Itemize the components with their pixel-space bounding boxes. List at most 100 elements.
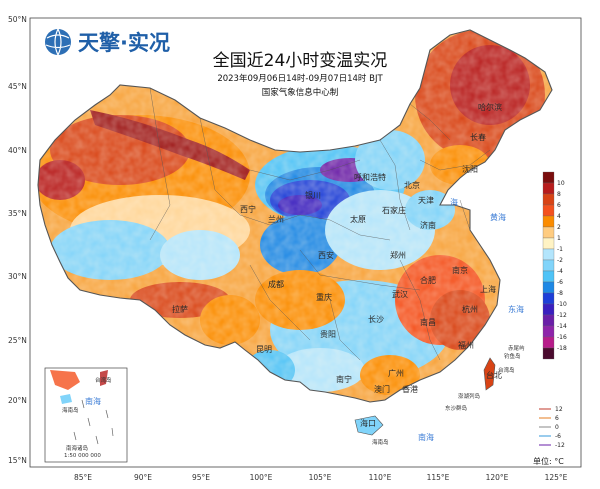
contour-label: -6 [555, 433, 561, 440]
city-label: 哈尔滨 [478, 102, 502, 112]
lat-label: 25°N [8, 336, 27, 345]
lon-label: 85°E [74, 473, 92, 482]
map-producer: 国家气象信息中心制 [262, 87, 339, 98]
city-label: 成都 [268, 279, 284, 289]
sea-label: 东海 [508, 304, 524, 314]
city-label: 澳门 [374, 384, 390, 394]
city-label: 银川 [305, 190, 321, 200]
colorbar-swatch [542, 248, 555, 261]
city-label: 石家庄 [382, 205, 406, 215]
city-label: 杭州 [462, 304, 478, 314]
city-label: 北京 [404, 180, 420, 190]
city-label: 贵阳 [320, 329, 336, 339]
contour-label: 12 [555, 406, 563, 413]
city-label: 兰州 [268, 214, 284, 224]
colorbar-swatch [542, 303, 555, 316]
island-label: 赤尾屿 [508, 344, 525, 352]
sea-label: 南海 [418, 432, 434, 442]
colorbar-swatch [542, 237, 555, 250]
colorbar-swatch [542, 336, 555, 349]
city-label: 海口 [360, 418, 376, 428]
inset-scale: 1:50 000 000 [64, 453, 101, 459]
city-label: 台北 [486, 370, 502, 380]
brand-name: 天擎·实况 [78, 31, 170, 55]
contour-label: 6 [555, 415, 559, 422]
city-label: 西安 [318, 250, 334, 260]
colorbar-tick-label: 6 [557, 202, 561, 209]
colorbar-tick-label: -6 [557, 279, 563, 286]
colorbar-swatch [542, 193, 555, 206]
longitude-labels: 85°E 90°E 95°E 100°E 105°E 110°E 115°E 1… [74, 473, 568, 482]
colorbar-swatch [542, 182, 555, 195]
city-label: 长沙 [368, 314, 384, 324]
colorbar-tick-label: 4 [557, 213, 561, 220]
colorbar-swatch [542, 204, 555, 217]
contour-legend: 12 6 0 -6 -12 [539, 406, 565, 449]
colorbar-swatch [542, 292, 555, 305]
colorbar-swatch [542, 215, 555, 228]
lat-label: 30°N [8, 272, 27, 281]
city-label: 长春 [470, 132, 486, 142]
city-label: 南京 [452, 265, 468, 275]
colorbar-tick-label: 10 [557, 180, 565, 187]
island-label: 海南岛 [372, 438, 389, 446]
lat-label: 15°N [8, 456, 27, 465]
province-boundaries [149, 87, 491, 361]
lat-label: 40°N [8, 146, 27, 155]
latitude-labels: 50°N 45°N 40°N 35°N 30°N 25°N 20°N 15°N [8, 15, 27, 465]
globe-icon [45, 29, 71, 55]
sea-label: 黄海 [490, 212, 506, 222]
island-label: 东沙群岛 [445, 404, 468, 412]
city-label: 呼和浩特 [354, 172, 386, 182]
map-title: 全国近24小时变温实况 [213, 51, 388, 71]
city-label: 重庆 [316, 292, 332, 302]
lon-label: 100°E [250, 473, 273, 482]
colorbar-tick-label: -4 [557, 268, 563, 275]
colorbar-swatch [542, 281, 555, 294]
lon-label: 125°E [545, 473, 568, 482]
inset-label: 海南岛 [62, 406, 79, 414]
city-label: 上海 [480, 284, 496, 294]
lon-label: 115°E [427, 473, 450, 482]
lon-label: 90°E [134, 473, 152, 482]
city-label: 西宁 [240, 204, 256, 214]
colorbar-swatch [542, 325, 555, 338]
city-labels: 哈尔滨 长春 沈阳 北京 天津 石家庄 太原 呼和浩特 济南 郑州 西安 兰州 … [172, 102, 502, 428]
lat-label: 35°N [8, 209, 27, 218]
lon-label: 105°E [309, 473, 332, 482]
contour-label: -12 [555, 442, 565, 449]
colorbar-tick-label: -10 [557, 301, 567, 308]
city-label: 福州 [458, 341, 474, 350]
city-label: 武汉 [392, 289, 408, 299]
colorbar-tick-label: -12 [557, 312, 567, 319]
city-label: 太原 [350, 214, 366, 224]
map-period: 2023年09月06日14时-09月07日14时 BJT [217, 73, 383, 84]
colorbar-tick-label: -16 [557, 334, 567, 341]
south-china-sea-inset: 台湾岛 南海 海南岛 南海诸岛 1:50 000 000 [44, 367, 128, 463]
colorbar-tick-label: 1 [557, 235, 561, 242]
lon-label: 120°E [486, 473, 509, 482]
lon-label: 95°E [192, 473, 210, 482]
sea-label: 海 [450, 197, 458, 207]
city-label: 沈阳 [462, 164, 478, 174]
island-labels: 赤尾屿 钓鱼岛 东沙群岛 澎湖列岛 台湾岛 海南岛 [372, 344, 525, 446]
lat-label: 45°N [8, 82, 27, 91]
colorbar-tick-label: 8 [557, 191, 561, 198]
colorbar-swatch [542, 259, 555, 272]
inset-label: 南海诸岛 [66, 444, 89, 452]
city-label: 济南 [420, 220, 436, 230]
city-label: 天津 [418, 195, 434, 205]
city-label: 拉萨 [172, 304, 188, 314]
city-label: 昆明 [256, 345, 272, 354]
islands [354, 357, 496, 436]
island-label: 台湾岛 [498, 366, 515, 374]
colorbar-tick-label: -14 [557, 323, 567, 330]
sea-labels: 黄海 东海 南海 海 [418, 197, 524, 442]
colorbar-tick-label: -8 [557, 290, 563, 297]
lat-label: 20°N [8, 396, 27, 405]
island-label: 钓鱼岛 [504, 352, 521, 360]
colorbar: 10 8 6 4 2 1 -1 -2 -4 -6 -8 -10 -12 -14 -16 -18 [542, 171, 567, 360]
colorbar-tick-label: -1 [557, 246, 563, 253]
